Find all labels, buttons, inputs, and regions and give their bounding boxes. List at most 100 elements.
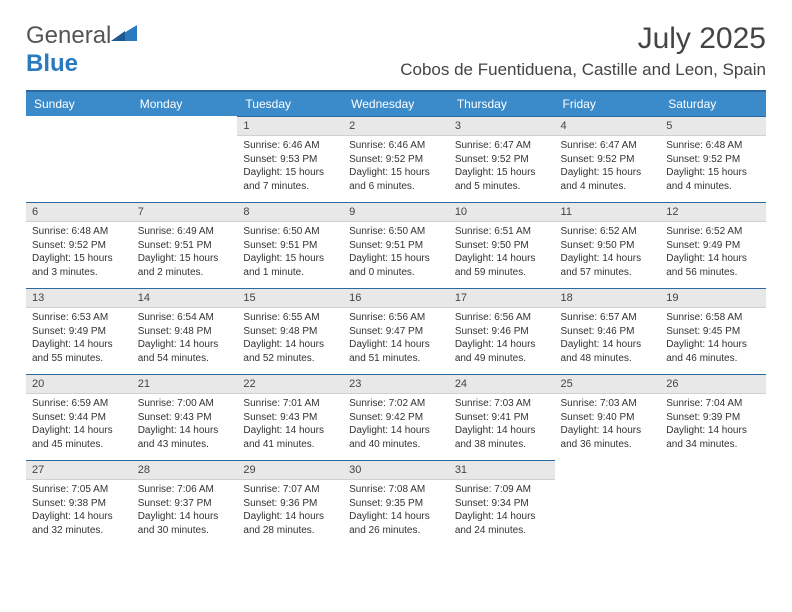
daylight-line: Daylight: 14 hours and 28 minutes.: [243, 510, 337, 537]
daylight-line: Daylight: 14 hours and 30 minutes.: [138, 510, 232, 537]
sunrise-line: Sunrise: 7:04 AM: [666, 397, 760, 411]
day-number: 24: [449, 374, 555, 394]
sunrise-line: Sunrise: 6:49 AM: [138, 225, 232, 239]
sunset-line: Sunset: 9:44 PM: [32, 411, 126, 425]
day-number: 6: [26, 202, 132, 222]
day-number: 17: [449, 288, 555, 308]
sunrise-line: Sunrise: 7:03 AM: [561, 397, 655, 411]
sunrise-line: Sunrise: 7:02 AM: [349, 397, 443, 411]
sunset-line: Sunset: 9:42 PM: [349, 411, 443, 425]
calendar-cell: 22Sunrise: 7:01 AMSunset: 9:43 PMDayligh…: [237, 374, 343, 460]
day-number: 25: [555, 374, 661, 394]
daylight-line: Daylight: 15 hours and 7 minutes.: [243, 166, 337, 193]
daylight-line: Daylight: 15 hours and 1 minute.: [243, 252, 337, 279]
sunset-line: Sunset: 9:52 PM: [349, 153, 443, 167]
sunset-line: Sunset: 9:51 PM: [243, 239, 337, 253]
day-info: Sunrise: 7:04 AMSunset: 9:39 PMDaylight:…: [660, 394, 766, 454]
sunset-line: Sunset: 9:52 PM: [455, 153, 549, 167]
sunrise-line: Sunrise: 6:52 AM: [666, 225, 760, 239]
sunset-line: Sunset: 9:35 PM: [349, 497, 443, 511]
sunrise-line: Sunrise: 7:01 AM: [243, 397, 337, 411]
day-info: Sunrise: 6:49 AMSunset: 9:51 PMDaylight:…: [132, 222, 238, 282]
calendar-cell: 5Sunrise: 6:48 AMSunset: 9:52 PMDaylight…: [660, 116, 766, 202]
calendar-cell: 20Sunrise: 6:59 AMSunset: 9:44 PMDayligh…: [26, 374, 132, 460]
day-info: Sunrise: 6:53 AMSunset: 9:49 PMDaylight:…: [26, 308, 132, 368]
day-info: Sunrise: 7:00 AMSunset: 9:43 PMDaylight:…: [132, 394, 238, 454]
sunset-line: Sunset: 9:47 PM: [349, 325, 443, 339]
day-info: Sunrise: 7:01 AMSunset: 9:43 PMDaylight:…: [237, 394, 343, 454]
title-block: July 2025 Cobos de Fuentiduena, Castille…: [400, 22, 766, 80]
day-number: 15: [237, 288, 343, 308]
sunrise-line: Sunrise: 7:03 AM: [455, 397, 549, 411]
calendar-cell: 8Sunrise: 6:50 AMSunset: 9:51 PMDaylight…: [237, 202, 343, 288]
daylight-line: Daylight: 14 hours and 36 minutes.: [561, 424, 655, 451]
sunrise-line: Sunrise: 6:55 AM: [243, 311, 337, 325]
location-subtitle: Cobos de Fuentiduena, Castille and Leon,…: [400, 60, 766, 80]
calendar-cell: 15Sunrise: 6:55 AMSunset: 9:48 PMDayligh…: [237, 288, 343, 374]
sunrise-line: Sunrise: 7:05 AM: [32, 483, 126, 497]
day-info: Sunrise: 6:50 AMSunset: 9:51 PMDaylight:…: [237, 222, 343, 282]
sunset-line: Sunset: 9:53 PM: [243, 153, 337, 167]
sunset-line: Sunset: 9:49 PM: [32, 325, 126, 339]
sunset-line: Sunset: 9:50 PM: [455, 239, 549, 253]
day-info: Sunrise: 7:03 AMSunset: 9:40 PMDaylight:…: [555, 394, 661, 454]
page-title: July 2025: [400, 22, 766, 56]
calendar-cell: 0: [660, 460, 766, 546]
day-number: 7: [132, 202, 238, 222]
daylight-line: Daylight: 14 hours and 26 minutes.: [349, 510, 443, 537]
calendar-cell: 31Sunrise: 7:09 AMSunset: 9:34 PMDayligh…: [449, 460, 555, 546]
sunset-line: Sunset: 9:50 PM: [561, 239, 655, 253]
sunset-line: Sunset: 9:52 PM: [561, 153, 655, 167]
day-number: 22: [237, 374, 343, 394]
weekday-header: Wednesday: [343, 91, 449, 116]
day-info: Sunrise: 6:56 AMSunset: 9:46 PMDaylight:…: [449, 308, 555, 368]
brand-part1: General: [26, 22, 111, 49]
sunset-line: Sunset: 9:46 PM: [561, 325, 655, 339]
day-number: 21: [132, 374, 238, 394]
sunset-line: Sunset: 9:36 PM: [243, 497, 337, 511]
daylight-line: Daylight: 14 hours and 45 minutes.: [32, 424, 126, 451]
sunset-line: Sunset: 9:43 PM: [243, 411, 337, 425]
sunrise-line: Sunrise: 6:51 AM: [455, 225, 549, 239]
daylight-line: Daylight: 14 hours and 49 minutes.: [455, 338, 549, 365]
sunset-line: Sunset: 9:43 PM: [138, 411, 232, 425]
sunset-line: Sunset: 9:48 PM: [243, 325, 337, 339]
calendar-cell: 17Sunrise: 6:56 AMSunset: 9:46 PMDayligh…: [449, 288, 555, 374]
daylight-line: Daylight: 14 hours and 41 minutes.: [243, 424, 337, 451]
sunrise-line: Sunrise: 6:59 AM: [32, 397, 126, 411]
calendar-cell: 0: [555, 460, 661, 546]
day-number: 8: [237, 202, 343, 222]
sunset-line: Sunset: 9:48 PM: [138, 325, 232, 339]
weekday-header: Friday: [555, 91, 661, 116]
sunrise-line: Sunrise: 6:48 AM: [32, 225, 126, 239]
day-number: 3: [449, 116, 555, 136]
daylight-line: Daylight: 14 hours and 38 minutes.: [455, 424, 549, 451]
calendar-cell: 1 Sunrise: 6:46 AMSunset: 9:53 PMDaylight…: [237, 116, 343, 202]
day-info: Sunrise: 6:56 AMSunset: 9:47 PMDaylight:…: [343, 308, 449, 368]
day-number: 19: [660, 288, 766, 308]
sunrise-line: Sunrise: 7:06 AM: [138, 483, 232, 497]
sunrise-line: Sunrise: 6:56 AM: [455, 311, 549, 325]
calendar-table: SundayMondayTuesdayWednesdayThursdayFrid…: [26, 90, 766, 546]
sunset-line: Sunset: 9:52 PM: [32, 239, 126, 253]
calendar-cell: 26Sunrise: 7:04 AMSunset: 9:39 PMDayligh…: [660, 374, 766, 460]
calendar-cell: 0: [132, 116, 238, 202]
daylight-line: Daylight: 15 hours and 6 minutes.: [349, 166, 443, 193]
calendar-cell: 28Sunrise: 7:06 AMSunset: 9:37 PMDayligh…: [132, 460, 238, 546]
day-number: 11: [555, 202, 661, 222]
calendar-cell: 21Sunrise: 7:00 AMSunset: 9:43 PMDayligh…: [132, 374, 238, 460]
day-number: 1: [237, 116, 343, 136]
sunrise-line: Sunrise: 6:46 AM: [243, 139, 337, 153]
sunset-line: Sunset: 9:49 PM: [666, 239, 760, 253]
day-number: 5: [660, 116, 766, 136]
calendar-cell: 23Sunrise: 7:02 AMSunset: 9:42 PMDayligh…: [343, 374, 449, 460]
calendar-cell: 0: [26, 116, 132, 202]
day-info: Sunrise: 6:48 AMSunset: 9:52 PMDaylight:…: [26, 222, 132, 282]
day-number: 29: [237, 460, 343, 480]
calendar-cell: 11Sunrise: 6:52 AMSunset: 9:50 PMDayligh…: [555, 202, 661, 288]
day-info: Sunrise: 7:08 AMSunset: 9:35 PMDaylight:…: [343, 480, 449, 540]
daylight-line: Daylight: 15 hours and 4 minutes.: [561, 166, 655, 193]
sunrise-line: Sunrise: 6:53 AM: [32, 311, 126, 325]
day-info: Sunrise: 7:05 AMSunset: 9:38 PMDaylight:…: [26, 480, 132, 540]
sunset-line: Sunset: 9:45 PM: [666, 325, 760, 339]
